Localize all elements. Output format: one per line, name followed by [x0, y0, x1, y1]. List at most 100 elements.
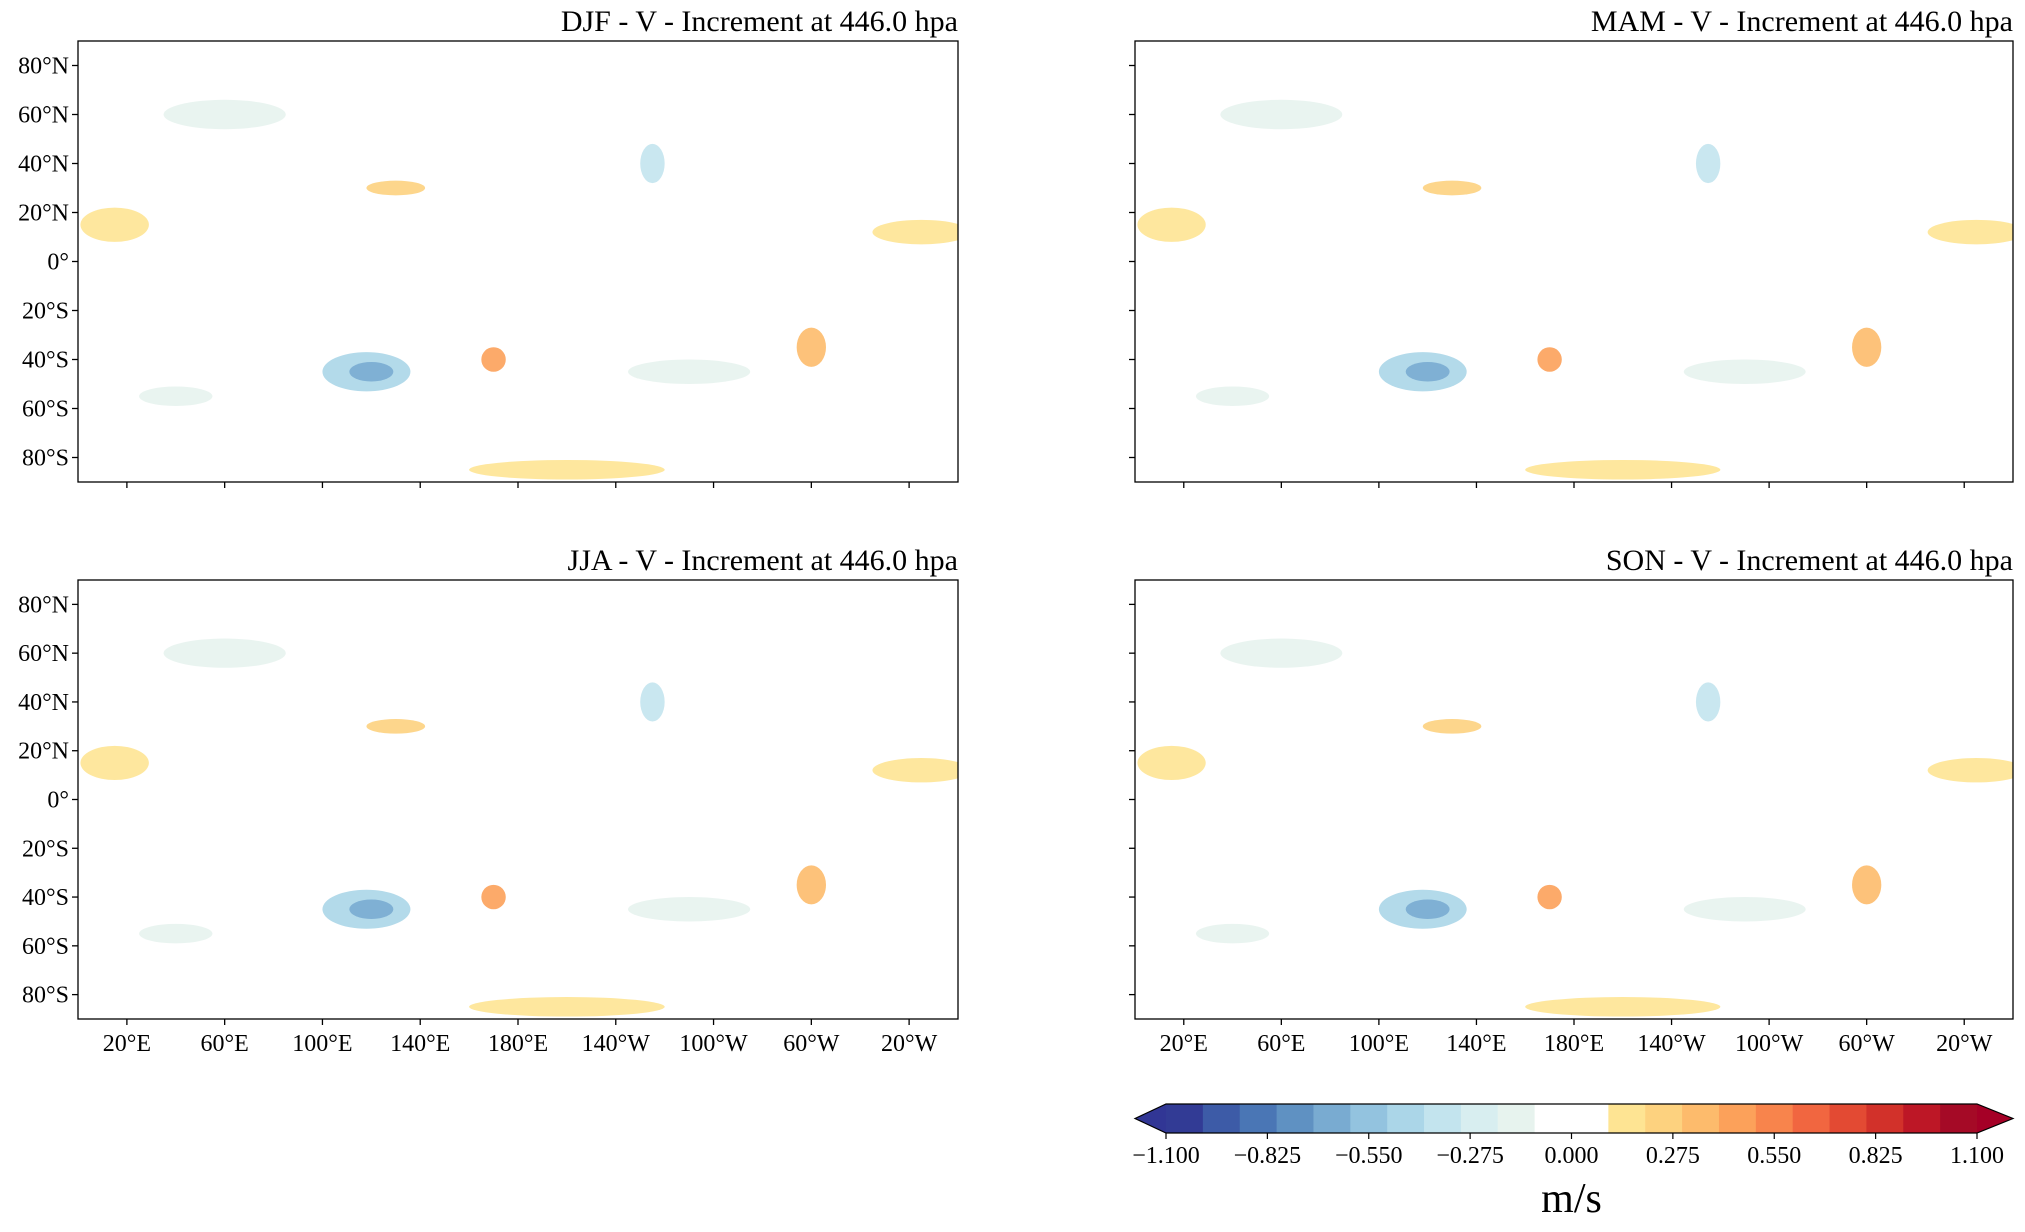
- colorbar-tick-label: 0.550: [1747, 1143, 1801, 1169]
- colorbar-swatch: [1313, 1104, 1351, 1133]
- field-blob: [1422, 180, 1482, 196]
- colorbar-swatch: [1460, 1104, 1499, 1133]
- lat-tick-label: 80°S: [22, 983, 69, 1009]
- lat-tick-label: 40°N: [18, 152, 69, 178]
- colorbar-swatch: [1645, 1104, 1683, 1133]
- lat-tick-label: 0°: [47, 788, 69, 814]
- panel-title: JJA - V - Increment at 446.0 hpa: [568, 544, 958, 577]
- field-blob: [1405, 899, 1450, 920]
- colorbar-swatch: [1866, 1104, 1904, 1133]
- field-blob: [1220, 99, 1343, 130]
- field: [1137, 638, 2013, 1017]
- lat-tick-label: 20°S: [22, 299, 69, 325]
- field-blob: [349, 899, 394, 920]
- map-panel: JJA - V - Increment at 446.0 hpa 80°N 60°N…: [18, 544, 959, 1057]
- lon-tick-label: 60°W: [1839, 1031, 1896, 1057]
- field-blob: [872, 219, 958, 245]
- colorbar-swatch: [1239, 1104, 1278, 1133]
- lat-tick-label: 40°S: [22, 885, 69, 911]
- field-blob: [1195, 386, 1270, 407]
- colorbar-swatch: [1682, 1104, 1720, 1133]
- panel-title: DJF - V - Increment at 446.0 hpa: [561, 5, 958, 38]
- lon-tick-label: 140°E: [1446, 1031, 1506, 1057]
- field-blob: [366, 719, 426, 734]
- field: [80, 99, 958, 480]
- lat-tick-label: 60°S: [22, 934, 69, 960]
- lat-tick-label: 40°N: [18, 690, 69, 716]
- lat-tick-label: 20°N: [18, 201, 69, 227]
- field-blob: [1852, 327, 1882, 367]
- lat-tick-label: 0°: [47, 250, 69, 276]
- field-blob: [1422, 719, 1482, 734]
- lon-tick-label: 20°W: [1936, 1031, 1993, 1057]
- lat-tick-label: 60°S: [22, 397, 69, 423]
- lon-tick-label: 180°E: [488, 1031, 548, 1057]
- field-blob: [139, 386, 213, 407]
- map-panel: SON - V - Increment at 446.0 hpa 20°E 60°E…: [1129, 544, 2014, 1057]
- colorbar-swatch: [1940, 1104, 1978, 1133]
- field-blob: [1537, 347, 1562, 372]
- field-blob: [366, 180, 426, 196]
- field-blob: [628, 897, 751, 922]
- colorbar-swatch: [1571, 1104, 1609, 1133]
- field-blob: [1683, 897, 1806, 922]
- lat-tick-label: 20°N: [18, 739, 69, 765]
- lon-tick-label: 20°W: [881, 1031, 938, 1057]
- lat-tick-label: 40°S: [22, 348, 69, 374]
- lon-tick-label: 140°W: [1637, 1031, 1706, 1057]
- lon-tick-label: 20°E: [1160, 1031, 1208, 1057]
- field-blob: [1683, 359, 1806, 384]
- colorbar-tick-label: −0.550: [1335, 1143, 1403, 1169]
- colorbar-swatch: [1608, 1104, 1646, 1133]
- field-blob: [481, 884, 506, 910]
- colorbar-swatch: [1387, 1104, 1425, 1133]
- map-panel: MAM - V - Increment at 446.0 hpa: [1129, 5, 2014, 488]
- colorbar-swatch: [1755, 1104, 1794, 1133]
- lon-tick-label: 100°E: [292, 1031, 352, 1057]
- field-blob: [80, 207, 149, 242]
- lon-tick-label: 100°W: [1735, 1031, 1804, 1057]
- field-blob: [139, 923, 213, 944]
- lat-tick-label: 20°S: [22, 836, 69, 862]
- field-blob: [1137, 745, 1206, 780]
- lat-tick-label: 80°N: [18, 592, 69, 618]
- colorbar-swatch: [1792, 1104, 1831, 1133]
- lon-tick-label: 60°E: [201, 1031, 249, 1057]
- lon-tick-label: 60°E: [1257, 1031, 1305, 1057]
- colorbar-tick-label: 1.100: [1950, 1143, 2004, 1169]
- colorbar-swatch: [1497, 1104, 1536, 1133]
- field-blob: [1195, 923, 1270, 944]
- field-blob: [640, 143, 665, 184]
- colorbar-swatch: [1350, 1104, 1388, 1133]
- lon-tick-label: 180°E: [1544, 1031, 1604, 1057]
- panel-title: SON - V - Increment at 446.0 hpa: [1606, 544, 2013, 577]
- field-blob: [1695, 143, 1721, 184]
- field-blob: [1137, 207, 1206, 242]
- colorbar-over: [1977, 1104, 2013, 1133]
- colorbar-swatch: [1276, 1104, 1314, 1133]
- field-blob: [872, 758, 958, 783]
- lat-tick-label: 80°N: [18, 54, 69, 80]
- colorbar-under: [1135, 1104, 1166, 1133]
- field-blob: [796, 865, 826, 905]
- colorbar-swatch: [1166, 1104, 1204, 1133]
- colorbar-label: m/s: [1541, 1176, 1602, 1222]
- field-blob: [80, 745, 149, 780]
- colorbar-swatch: [1903, 1104, 1941, 1133]
- colorbar-tick-label: −1.100: [1132, 1143, 1200, 1169]
- colorbar-swatch: [1424, 1104, 1462, 1133]
- colorbar-tick-label: −0.275: [1436, 1143, 1504, 1169]
- colorbar-swatch: [1534, 1104, 1572, 1133]
- lon-tick-label: 140°E: [390, 1031, 450, 1057]
- lat-tick-label: 60°N: [18, 103, 69, 129]
- lon-tick-label: 100°W: [679, 1031, 748, 1057]
- field-blob: [1695, 682, 1721, 722]
- field-blob: [1852, 865, 1882, 905]
- lat-tick-label: 60°N: [18, 641, 69, 667]
- field-blob: [469, 997, 665, 1017]
- field-blob: [481, 347, 506, 372]
- field-blob: [640, 682, 665, 722]
- colorbar-tick-label: 0.000: [1545, 1143, 1599, 1169]
- colorbar: −1.100 −0.825 −0.550 −0.275 0.000 0.275 0.550 0…: [1132, 1103, 2015, 1222]
